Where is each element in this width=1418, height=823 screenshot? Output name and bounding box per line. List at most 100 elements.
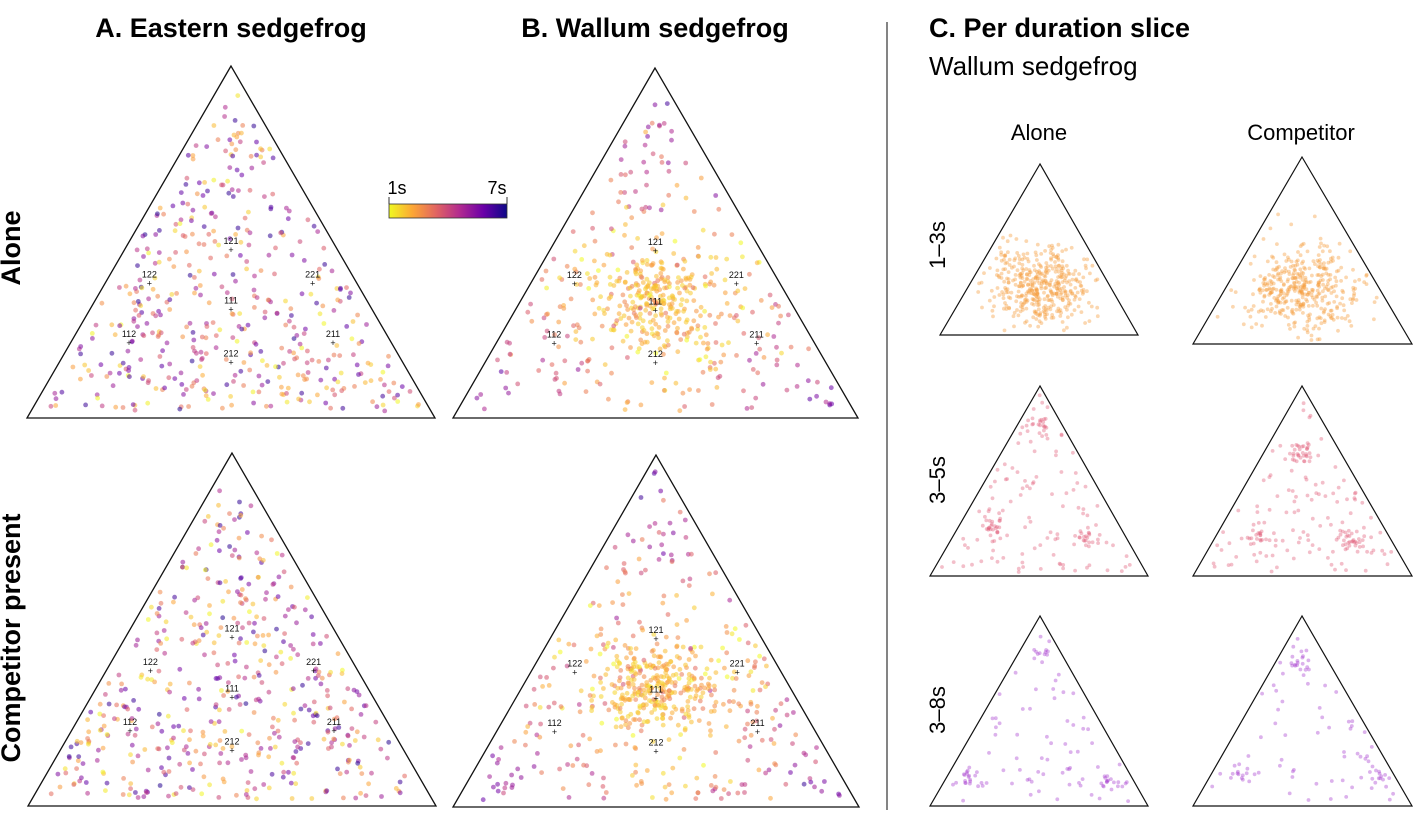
data-point	[663, 634, 669, 640]
data-point	[1045, 312, 1049, 317]
data-point	[155, 293, 161, 299]
data-point	[1347, 543, 1352, 548]
data-point	[1024, 276, 1029, 281]
data-point	[1309, 293, 1314, 298]
data-point	[1002, 257, 1006, 262]
data-point	[651, 697, 657, 702]
data-point	[1039, 252, 1044, 256]
data-point	[1017, 257, 1022, 262]
data-point	[1305, 249, 1310, 254]
data-point	[176, 723, 182, 729]
data-point	[201, 224, 207, 230]
data-point	[1275, 242, 1279, 247]
data-point	[1300, 295, 1305, 300]
data-point	[187, 272, 193, 278]
data-point	[1293, 320, 1297, 325]
data-point	[256, 673, 262, 678]
data-point	[990, 556, 994, 560]
data-point	[289, 252, 295, 258]
data-point	[129, 742, 135, 748]
data-point	[1369, 535, 1373, 540]
data-point	[254, 152, 259, 158]
data-point	[623, 718, 629, 724]
data-point	[643, 129, 648, 135]
data-point	[261, 616, 267, 621]
data-point	[544, 285, 549, 291]
data-point	[814, 393, 819, 399]
data-point	[1031, 422, 1036, 426]
data-point	[253, 341, 259, 347]
data-point	[1056, 256, 1060, 260]
data-point	[735, 790, 741, 796]
data-point	[1060, 295, 1065, 300]
data-point	[239, 757, 244, 762]
data-point	[1315, 316, 1320, 321]
data-point	[1010, 265, 1014, 270]
data-point	[770, 715, 775, 721]
data-point	[309, 614, 314, 620]
vertex-label-221: 221	[730, 658, 745, 668]
data-point	[1307, 667, 1311, 672]
data-point	[1005, 477, 1009, 481]
data-point	[654, 716, 660, 721]
data-point	[1025, 272, 1029, 277]
data-point	[998, 518, 1002, 523]
data-point	[1287, 286, 1291, 290]
data-point	[74, 766, 79, 771]
data-point	[1260, 538, 1264, 542]
data-point	[314, 300, 319, 306]
data-point	[125, 731, 131, 737]
data-point	[1249, 325, 1254, 330]
data-point	[1028, 706, 1032, 711]
data-point	[1031, 297, 1036, 302]
data-point	[1302, 285, 1307, 290]
data-point	[733, 676, 739, 681]
data-point	[1061, 566, 1065, 571]
data-point	[607, 274, 613, 280]
data-point	[1252, 278, 1256, 282]
data-point	[1259, 308, 1263, 313]
data-point	[1021, 283, 1025, 288]
data-point	[304, 360, 310, 366]
data-point	[592, 311, 598, 317]
data-point	[234, 338, 240, 344]
data-point	[167, 681, 173, 687]
data-point	[276, 574, 282, 580]
data-point	[189, 358, 195, 364]
data-point	[705, 341, 711, 346]
data-point	[1333, 465, 1338, 469]
data-point	[763, 684, 768, 690]
data-point	[759, 737, 765, 743]
data-point	[1025, 272, 1029, 277]
data-point	[1023, 525, 1027, 530]
data-point	[217, 327, 223, 333]
data-point	[184, 324, 190, 330]
data-point	[621, 313, 627, 319]
data-point	[1001, 556, 1006, 560]
data-point	[988, 533, 993, 538]
data-point	[596, 603, 602, 608]
data-point	[633, 762, 639, 768]
data-point	[1045, 536, 1050, 540]
data-point	[637, 305, 643, 311]
row-label-competitor-present: Competitor present	[0, 513, 26, 762]
data-point	[557, 304, 563, 310]
data-point	[1311, 303, 1315, 308]
data-point	[529, 318, 535, 324]
data-point	[1305, 665, 1310, 669]
data-point	[665, 314, 670, 320]
data-point	[238, 575, 244, 580]
data-point	[1054, 283, 1059, 288]
data-point	[1244, 771, 1249, 776]
data-point	[1261, 478, 1266, 483]
data-point	[1251, 522, 1256, 527]
data-point	[624, 204, 629, 210]
data-point	[1030, 283, 1035, 288]
data-point	[1027, 515, 1031, 520]
data-point	[309, 357, 315, 363]
data-point	[1328, 249, 1332, 254]
data-point	[1298, 536, 1302, 540]
data-point	[1063, 305, 1068, 309]
data-point	[1085, 513, 1090, 518]
data-point	[685, 688, 691, 693]
